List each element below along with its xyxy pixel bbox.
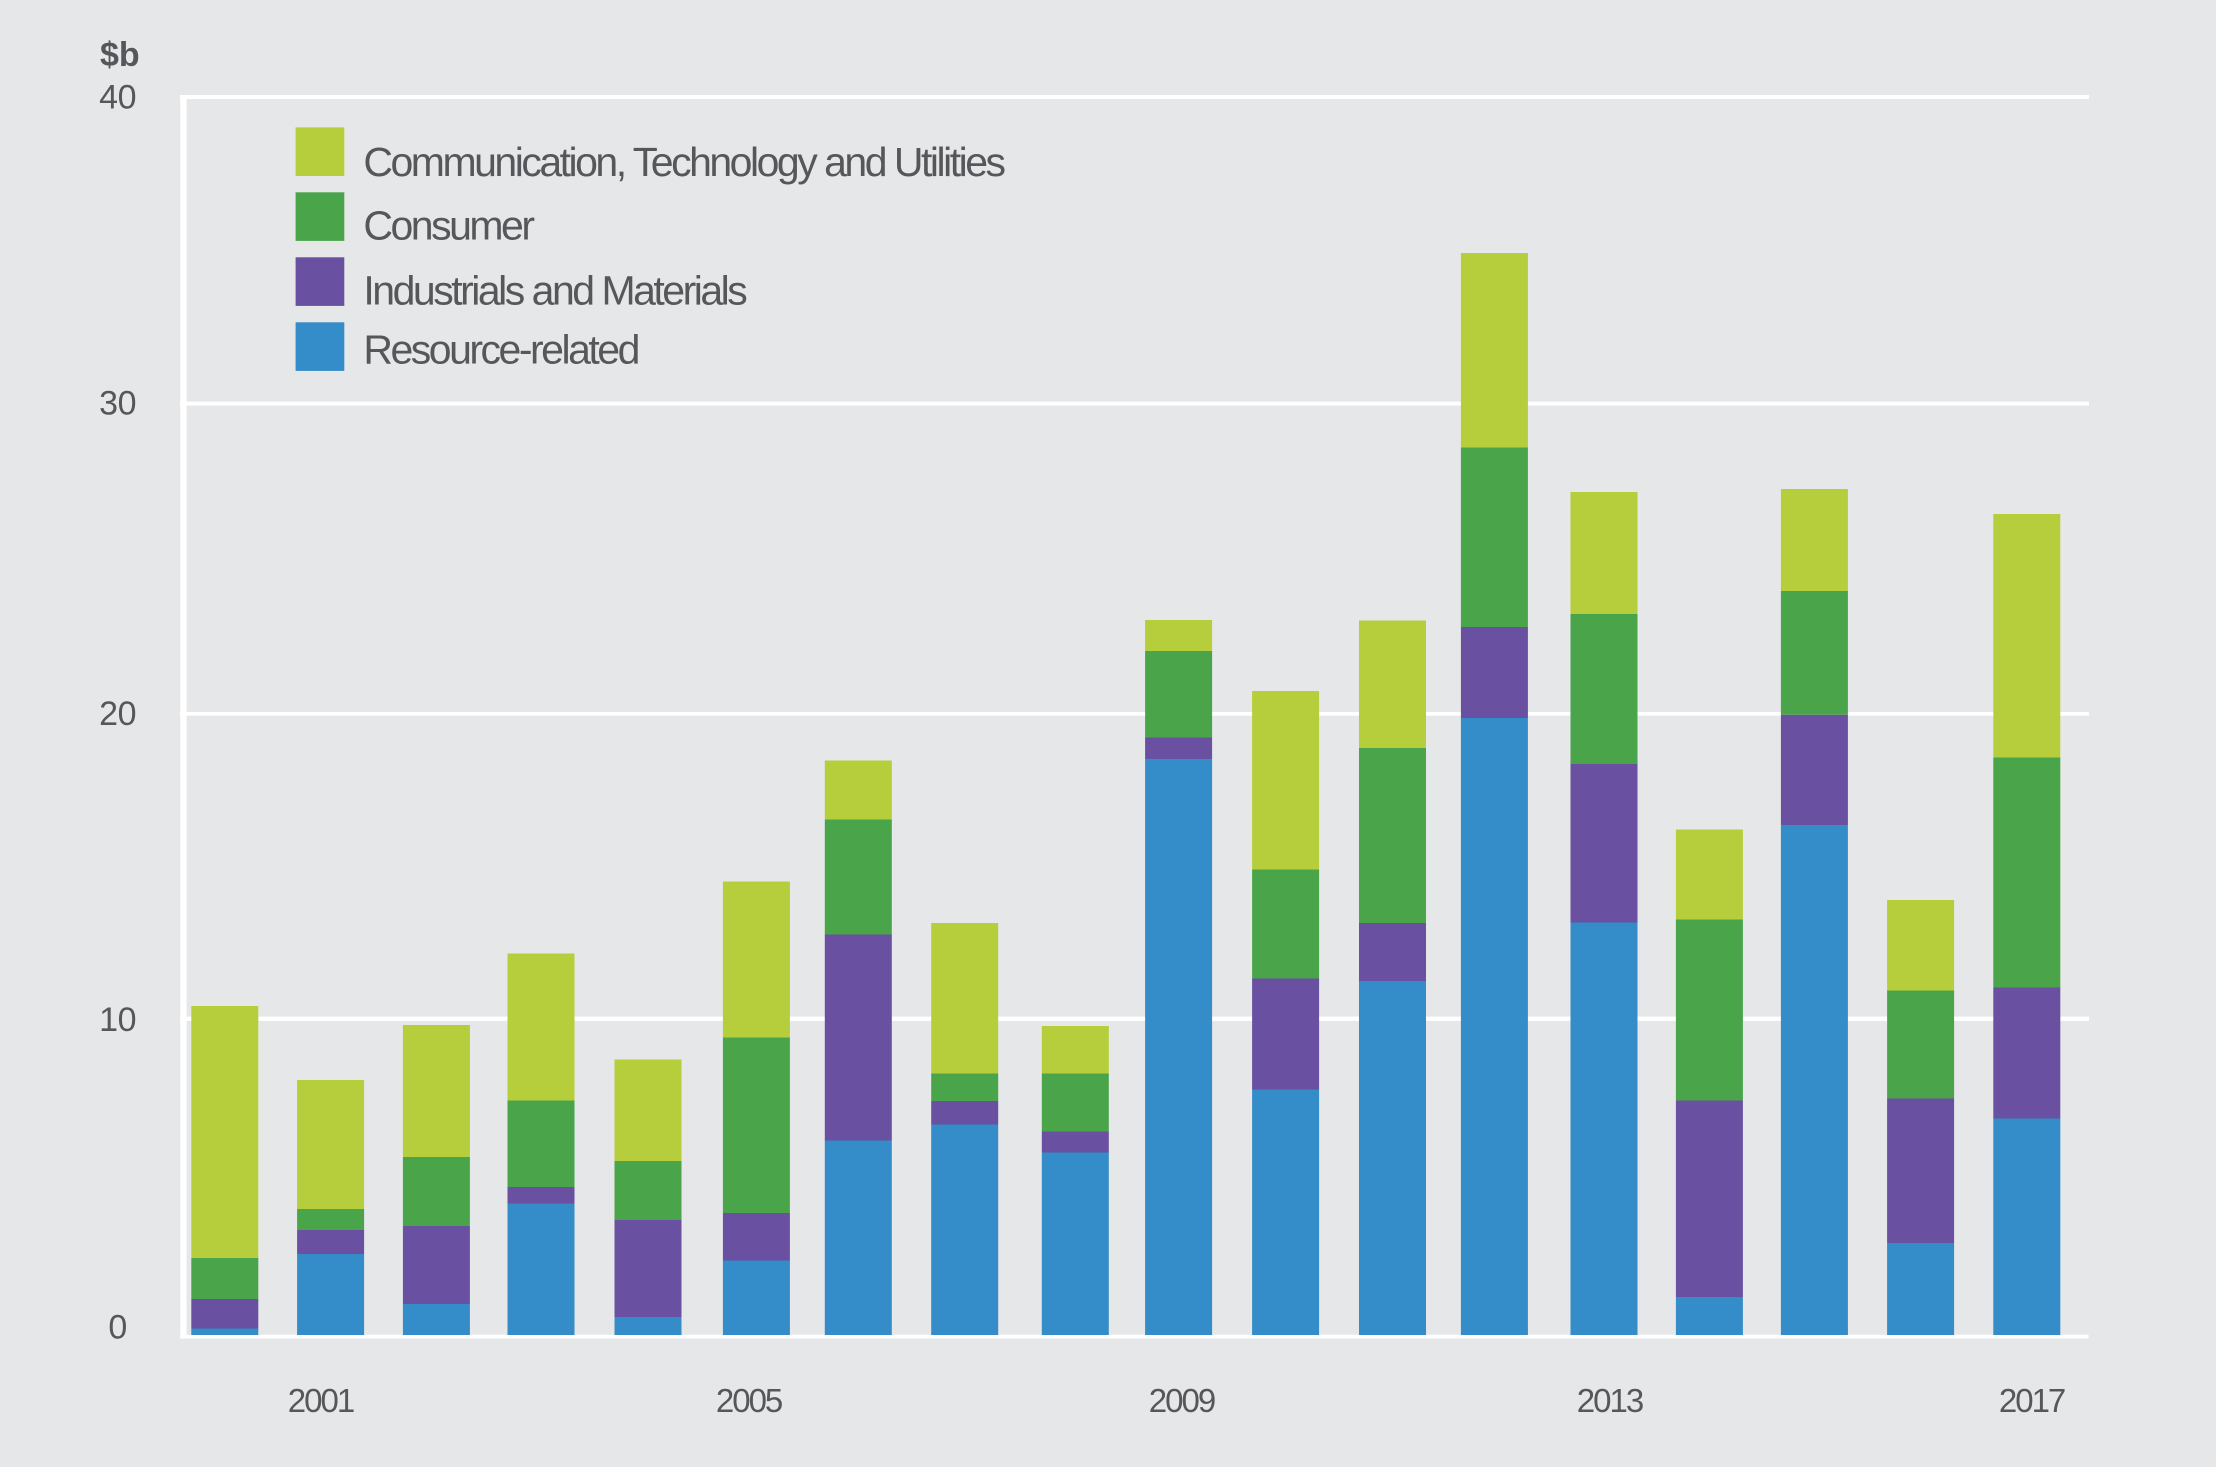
svg-text:30: 30 bbox=[99, 384, 136, 422]
svg-text:2017: 2017 bbox=[1999, 1382, 2065, 1419]
svg-text:2013: 2013 bbox=[1577, 1382, 1643, 1419]
svg-text:2009: 2009 bbox=[1149, 1382, 1215, 1419]
svg-text:2005: 2005 bbox=[716, 1382, 782, 1419]
svg-text:10: 10 bbox=[99, 1001, 136, 1039]
svg-text:Resource-related: Resource-related bbox=[363, 327, 638, 373]
svg-text:2001: 2001 bbox=[288, 1382, 354, 1419]
svg-text:$b: $b bbox=[100, 36, 140, 74]
svg-text:40: 40 bbox=[99, 78, 136, 116]
svg-text:Communication, Technology and: Communication, Technology and Utilities bbox=[363, 139, 1005, 185]
svg-text:0: 0 bbox=[108, 1308, 126, 1346]
svg-text:20: 20 bbox=[99, 695, 136, 733]
svg-text:Industrials and Materials: Industrials and Materials bbox=[363, 268, 747, 314]
svg-text:Consumer: Consumer bbox=[363, 202, 534, 248]
